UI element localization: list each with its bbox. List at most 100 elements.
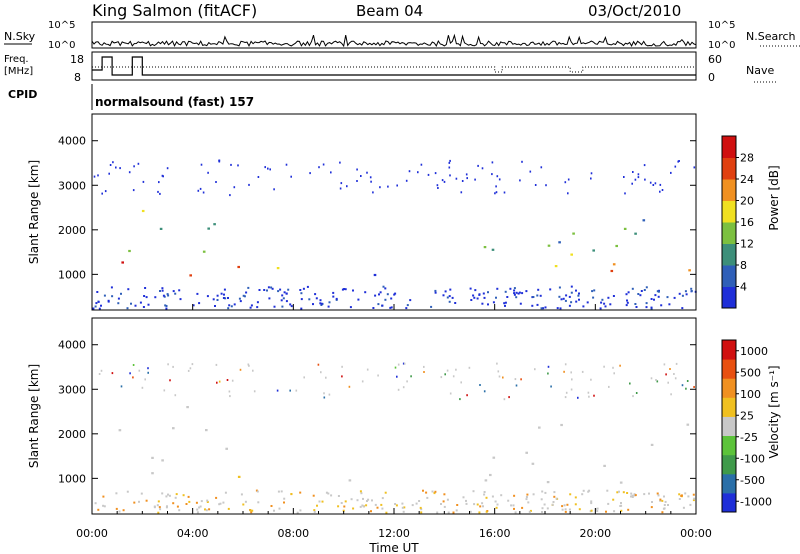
noise-cell: [564, 396, 567, 399]
ground-scatter-cell: [544, 491, 547, 494]
noise-cell: [449, 159, 451, 162]
ground-scatter-cell: [447, 511, 450, 514]
ground-scatter-cell: [564, 299, 567, 302]
ground-scatter-cell: [684, 492, 687, 495]
colorbar-segment: [722, 265, 736, 287]
noise-cell: [233, 186, 236, 189]
ground-scatter-cell: [482, 505, 484, 508]
ground-scatter-cell: [601, 298, 604, 301]
ground-scatter-cell: [266, 289, 268, 292]
ground-scatter-cell: [492, 301, 495, 304]
ground-scatter-cell: [165, 506, 168, 509]
x-tick-label: 08:00: [277, 527, 309, 540]
ground-scatter-cell: [196, 292, 199, 295]
ground-scatter-cell: [663, 495, 665, 498]
ground-scatter-cell: [483, 491, 486, 493]
scatter-cell: [558, 241, 561, 244]
ground-scatter-cell: [446, 498, 449, 501]
noise-cell: [550, 385, 552, 388]
nave-tick-bottom: 0: [708, 71, 715, 84]
ground-scatter-cell: [216, 294, 219, 297]
noise-cell: [670, 393, 672, 396]
ground-scatter-cell: [361, 504, 364, 507]
ground-scatter-cell: [374, 294, 377, 297]
ground-scatter-cell: [687, 495, 690, 498]
ground-scatter-cell: [126, 307, 129, 310]
noise-cell: [514, 378, 517, 381]
ground-scatter-cell: [198, 302, 201, 305]
noise-cell: [285, 163, 288, 166]
ground-scatter-cell: [165, 495, 168, 498]
noise-cell: [590, 177, 592, 180]
noise-cell: [434, 172, 437, 175]
ground-scatter-cell: [653, 298, 655, 301]
ground-scatter-cell: [94, 502, 97, 505]
noise-cell: [590, 172, 593, 175]
colorbar-segment: [722, 454, 736, 475]
noise-cell: [649, 181, 652, 184]
colorbar-tick-label: 1000: [740, 345, 768, 358]
noise-cell: [318, 166, 320, 169]
ground-scatter-cell: [650, 298, 653, 300]
scatter-cell: [525, 451, 528, 454]
noise-cell: [339, 187, 342, 190]
ground-scatter-cell: [144, 287, 147, 289]
ground-scatter-cell: [401, 506, 404, 509]
ground-scatter-cell: [513, 494, 516, 497]
ground-scatter-cell: [249, 509, 252, 512]
noise-cell: [567, 192, 569, 195]
noise-cell: [200, 163, 203, 166]
ground-scatter-cell: [654, 294, 657, 297]
noise-cell: [402, 386, 405, 389]
noise-cell: [231, 379, 234, 382]
noise-cell: [446, 369, 449, 372]
noise-cell: [397, 388, 400, 391]
ground-scatter-cell: [568, 295, 571, 298]
ground-scatter-cell: [165, 307, 168, 310]
ground-scatter-cell: [342, 509, 345, 512]
noise-cell: [540, 166, 543, 169]
ground-scatter-cell: [575, 300, 578, 303]
scatter-cell: [348, 479, 352, 482]
noise-cell: [685, 387, 687, 390]
ground-scatter-cell: [165, 305, 168, 307]
ground-scatter-cell: [167, 294, 170, 297]
colorbar-segment: [722, 179, 736, 201]
noise-cell: [142, 180, 145, 183]
ground-scatter-cell: [600, 301, 603, 304]
noise-cell: [325, 376, 327, 379]
noise-cell: [215, 363, 218, 366]
noise-cell: [577, 396, 579, 399]
noise-cell: [408, 170, 411, 173]
ground-scatter-cell: [433, 492, 436, 495]
noise-cell: [669, 368, 671, 370]
ground-scatter-cell: [553, 491, 556, 494]
colorbar-segment: [722, 492, 736, 513]
noise-cell: [570, 371, 572, 374]
ground-scatter-cell: [612, 498, 615, 501]
colorbar-tick-label: 20: [740, 195, 754, 208]
noise-cell: [420, 163, 423, 166]
noise-cell: [108, 172, 110, 175]
ground-scatter-cell: [240, 493, 243, 496]
ground-scatter-cell: [380, 503, 383, 506]
colorbar-tick-label: 500: [740, 366, 761, 379]
noise-cell: [290, 175, 292, 178]
ground-scatter-cell: [154, 296, 157, 299]
ground-scatter-cell: [606, 489, 609, 492]
ground-scatter-cell: [570, 291, 573, 294]
ground-scatter-cell: [603, 302, 606, 305]
ground-scatter-cell: [681, 294, 684, 297]
ground-scatter-cell: [227, 297, 229, 299]
scatter-cell: [619, 481, 623, 484]
ground-scatter-cell: [590, 500, 593, 503]
ground-scatter-cell: [390, 297, 393, 300]
freq-tick-bottom: 8: [74, 71, 81, 84]
ground-scatter-cell: [619, 505, 622, 507]
ground-scatter-cell: [365, 504, 368, 507]
ground-scatter-cell: [599, 307, 602, 310]
ground-scatter-cell: [515, 291, 518, 294]
ground-scatter-cell: [473, 296, 476, 299]
ground-scatter-cell: [556, 307, 559, 310]
ground-scatter-cell: [622, 491, 625, 494]
